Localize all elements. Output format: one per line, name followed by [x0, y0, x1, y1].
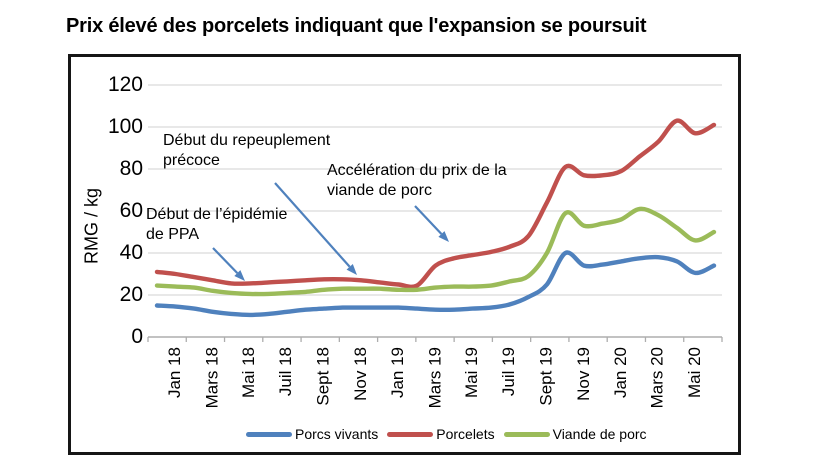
chart-frame — [68, 54, 741, 455]
x-tick-label-jan-18: Jan 18 — [165, 347, 184, 399]
x-tick-label-jan-20: Jan 20 — [610, 347, 630, 399]
annotation-repeuplement-precoce: Début du repeuplement précoce — [163, 132, 331, 169]
y-tick-label-60: 60 — [119, 199, 143, 222]
x-tick-label-mai-18: Mai 18 — [239, 347, 259, 399]
legend-label-porcelets: Porcelets — [436, 426, 495, 442]
series-line-porcs-vivants — [154, 250, 717, 318]
legend-label-viande-de-porc: Viande de porc — [552, 426, 647, 442]
x-tick-label-mai-20: Mai 20 — [684, 347, 704, 399]
arrow-repeuplement — [274, 182, 357, 275]
annotation-debut-epidemie-ppa: Début de l’épidémie de PPA — [146, 206, 288, 243]
y-tick-label-0: 0 — [131, 325, 143, 348]
legend-swatch-porcelets — [387, 431, 434, 437]
legend-label-porcs-vivants: Porcs vivants — [295, 426, 379, 442]
y-tick-label-100: 100 — [107, 115, 143, 138]
legend-item-porcelets: Porcelets — [387, 426, 495, 442]
x-tick-label-mars-18: Mars 18 — [202, 347, 222, 409]
x-tick-label-mai-19: Mai 19 — [462, 347, 482, 399]
chart-title: Prix élevé des porcelets indiquant que l… — [66, 15, 647, 37]
legend-item-porcs-vivants: Porcs vivants — [246, 426, 378, 442]
series-line-porcelets — [154, 118, 717, 290]
x-tick-label-jan-19: Jan 19 — [387, 347, 407, 399]
y-tick-label-20: 20 — [119, 283, 143, 306]
x-tick-label-mars-19: Mars 19 — [424, 347, 444, 409]
legend-swatch-porcs-vivants — [246, 431, 292, 437]
y-tick-label-120: 120 — [107, 73, 143, 96]
x-tick-label-sept-19: Sept 19 — [536, 347, 556, 406]
legend-item-viande-de-porc: Viande de porc — [503, 426, 647, 442]
y-tick-label-40: 40 — [119, 241, 143, 264]
x-tick-label-nov-19: Nov 19 — [573, 347, 593, 401]
legend-swatch-viande-de-porc — [503, 431, 550, 437]
series-line-viande-de-porc — [154, 206, 717, 297]
x-tick-label-juil-19: Juil 19 — [499, 347, 519, 397]
annotation-acceleration-prix: Accélération du prix de la viande de por… — [327, 162, 507, 199]
y-tick-label-80: 80 — [119, 157, 143, 180]
x-tick-label-sept-18: Sept 18 — [313, 347, 333, 406]
arrow-ppa — [212, 247, 245, 281]
arrow-acceleration — [414, 205, 449, 242]
x-tick-label-juil-18: Juil 18 — [276, 347, 296, 397]
x-tick-label-nov-18: Nov 18 — [350, 347, 370, 401]
chart-legend: Porcs vivants Porcelets Viande de porc — [246, 424, 656, 444]
x-tick-label-mars-20: Mars 20 — [647, 347, 667, 409]
